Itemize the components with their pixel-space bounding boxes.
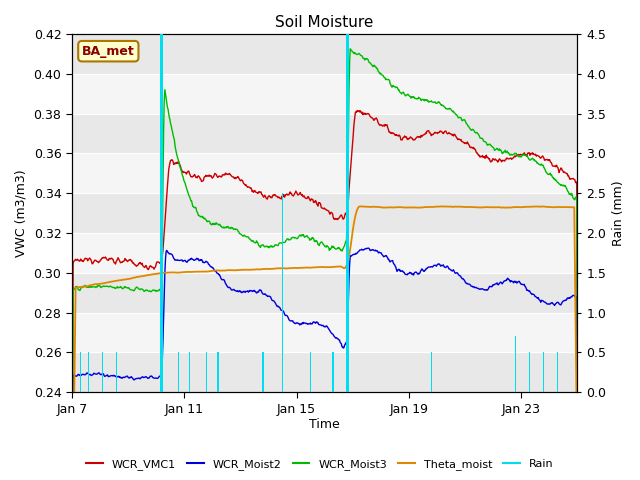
Bar (72, 193, 577, 233)
Bar (557, 352, 559, 392)
Bar (262, 352, 264, 392)
X-axis label: Time: Time (309, 419, 340, 432)
Bar (178, 352, 179, 392)
Bar (189, 352, 191, 392)
Bar (206, 352, 207, 392)
Legend: WCR_VMC1, WCR_Moist2, WCR_Moist3, Theta_moist, Rain: WCR_VMC1, WCR_Moist2, WCR_Moist3, Theta_… (82, 455, 558, 474)
Bar (543, 352, 545, 392)
Bar (431, 352, 432, 392)
Bar (332, 352, 333, 392)
Y-axis label: VWC (m3/m3): VWC (m3/m3) (15, 169, 28, 257)
Bar (72, 34, 577, 74)
Title: Soil Moisture: Soil Moisture (275, 15, 374, 30)
Bar (529, 352, 531, 392)
Bar (515, 336, 516, 392)
Bar (217, 352, 219, 392)
Bar (282, 193, 284, 392)
Bar (72, 352, 577, 392)
Y-axis label: Rain (mm): Rain (mm) (612, 180, 625, 246)
Bar (282, 193, 283, 392)
Bar (102, 352, 104, 392)
Bar (79, 352, 81, 392)
Bar (160, 34, 163, 392)
Bar (72, 114, 577, 154)
Bar (310, 352, 311, 392)
Text: BA_met: BA_met (82, 45, 134, 58)
Bar (88, 352, 90, 392)
Bar (72, 233, 577, 273)
Bar (116, 352, 118, 392)
Bar (72, 273, 577, 312)
Bar (346, 34, 349, 392)
Bar (72, 312, 577, 352)
Bar (72, 154, 577, 193)
Bar (72, 74, 577, 114)
